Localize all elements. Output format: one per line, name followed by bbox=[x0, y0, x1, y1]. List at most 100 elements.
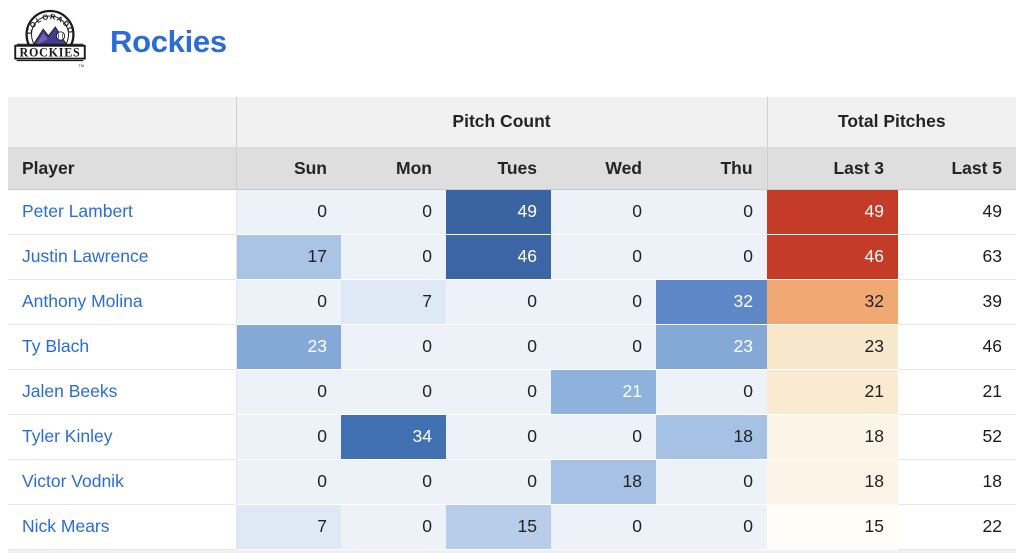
last3-total-cell: 49 bbox=[767, 189, 899, 235]
last3-total-cell: 21 bbox=[767, 369, 899, 415]
pitch-count-cell-thu: 0 bbox=[656, 369, 768, 415]
pitch-count-cell-wed: 0 bbox=[551, 504, 656, 550]
last5-total-cell: 21 bbox=[898, 369, 1017, 415]
svg-text:TM: TM bbox=[79, 64, 84, 68]
player-cell: Tyler Kinley bbox=[8, 414, 237, 460]
pitch-count-cell-mon: 0 bbox=[341, 459, 446, 505]
player-group-spacer bbox=[8, 97, 237, 148]
pitch-count-cell-mon: 0 bbox=[341, 369, 446, 415]
last3-total-cell: 46 bbox=[767, 234, 899, 280]
last5-total-cell: 46 bbox=[898, 324, 1017, 370]
pitch-count-cell-wed: 0 bbox=[551, 279, 656, 325]
last5-total-cell: 49 bbox=[898, 189, 1017, 235]
column-header-last5: Last 5 bbox=[898, 147, 1017, 190]
last3-total-cell: 32 bbox=[767, 279, 899, 325]
pitch-count-cell-sun: 0 bbox=[236, 279, 341, 325]
last3-total-cell: 23 bbox=[767, 324, 899, 370]
pitch-count-cell-mon: 0 bbox=[341, 324, 446, 370]
pitch-count-cell-thu: 0 bbox=[656, 459, 768, 505]
last5-total-cell: 39 bbox=[898, 279, 1017, 325]
pitch-count-table: Pitch Count Total Pitches Player Sun Mon… bbox=[8, 97, 1017, 550]
pitch-count-cell-sun: 0 bbox=[236, 189, 341, 235]
column-header-player: Player bbox=[8, 147, 237, 190]
player-link[interactable]: Justin Lawrence bbox=[22, 246, 149, 266]
column-header-thu: Thu bbox=[656, 147, 768, 190]
pitch-count-cell-mon: 0 bbox=[341, 234, 446, 280]
rockies-logo-icon: COLORADO ROCKIES TM bbox=[12, 8, 88, 76]
pitch-count-cell-tues: 0 bbox=[446, 324, 551, 370]
pitch-count-cell-sun: 7 bbox=[236, 504, 341, 550]
column-header-mon: Mon bbox=[341, 147, 446, 190]
last3-total-cell: 18 bbox=[767, 459, 899, 505]
player-cell: Jalen Beeks bbox=[8, 369, 237, 415]
next-row-partial bbox=[8, 550, 1016, 553]
pitch-count-cell-tues: 0 bbox=[446, 414, 551, 460]
table-row: Peter Lambert 0 0 49 0 0 49 49 bbox=[8, 189, 1017, 235]
svg-text:ROCKIES: ROCKIES bbox=[20, 45, 81, 59]
last3-total-cell: 18 bbox=[767, 414, 899, 460]
column-header-last3: Last 3 bbox=[767, 147, 899, 190]
table-row: Nick Mears 7 0 15 0 0 15 22 bbox=[8, 504, 1017, 550]
pitch-count-cell-thu: 18 bbox=[656, 414, 768, 460]
player-link[interactable]: Victor Vodnik bbox=[22, 471, 124, 491]
player-cell: Justin Lawrence bbox=[8, 234, 237, 280]
pitch-count-cell-mon: 0 bbox=[341, 504, 446, 550]
player-cell: Peter Lambert bbox=[8, 189, 237, 235]
pitch-count-cell-mon: 0 bbox=[341, 189, 446, 235]
pitch-count-cell-tues: 46 bbox=[446, 234, 551, 280]
table-row: Anthony Molina 0 7 0 0 32 32 39 bbox=[8, 279, 1017, 325]
pitch-count-cell-wed: 0 bbox=[551, 189, 656, 235]
last5-total-cell: 18 bbox=[898, 459, 1017, 505]
table-row: Jalen Beeks 0 0 0 21 0 21 21 bbox=[8, 369, 1017, 415]
last5-total-cell: 63 bbox=[898, 234, 1017, 280]
pitch-count-cell-sun: 23 bbox=[236, 324, 341, 370]
player-link[interactable]: Jalen Beeks bbox=[22, 381, 118, 401]
pitch-count-cell-sun: 0 bbox=[236, 414, 341, 460]
player-link[interactable]: Peter Lambert bbox=[22, 201, 133, 221]
last3-total-cell: 15 bbox=[767, 504, 899, 550]
pitch-count-cell-mon: 34 bbox=[341, 414, 446, 460]
pitch-count-cell-wed: 18 bbox=[551, 459, 656, 505]
player-link[interactable]: Tyler Kinley bbox=[22, 426, 113, 446]
player-cell: Anthony Molina bbox=[8, 279, 237, 325]
pitch-count-cell-sun: 0 bbox=[236, 459, 341, 505]
last5-total-cell: 52 bbox=[898, 414, 1017, 460]
pitch-count-cell-tues: 15 bbox=[446, 504, 551, 550]
column-header-wed: Wed bbox=[551, 147, 656, 190]
pitch-count-cell-wed: 0 bbox=[551, 324, 656, 370]
last5-total-cell: 22 bbox=[898, 504, 1017, 550]
column-header-tues: Tues bbox=[446, 147, 551, 190]
pitch-count-cell-thu: 0 bbox=[656, 189, 768, 235]
pitch-count-cell-wed: 0 bbox=[551, 414, 656, 460]
pitch-count-cell-sun: 17 bbox=[236, 234, 341, 280]
player-cell: Ty Blach bbox=[8, 324, 237, 370]
table-row: Tyler Kinley 0 34 0 0 18 18 52 bbox=[8, 414, 1017, 460]
pitch-count-cell-mon: 7 bbox=[341, 279, 446, 325]
player-link[interactable]: Ty Blach bbox=[22, 336, 90, 356]
column-header-row: Player Sun Mon Tues Wed Thu Last 3 Last … bbox=[8, 147, 1017, 190]
table-row: Ty Blach 23 0 0 0 23 23 46 bbox=[8, 324, 1017, 370]
player-link[interactable]: Nick Mears bbox=[22, 516, 110, 536]
pitch-count-cell-sun: 0 bbox=[236, 369, 341, 415]
table-row: Justin Lawrence 17 0 46 0 0 46 63 bbox=[8, 234, 1017, 280]
pitch-count-group-header: Pitch Count bbox=[236, 97, 768, 148]
pitch-count-cell-thu: 0 bbox=[656, 234, 768, 280]
team-title: Rockies bbox=[110, 24, 227, 59]
pitch-count-cell-tues: 0 bbox=[446, 369, 551, 415]
pitch-count-cell-thu: 23 bbox=[656, 324, 768, 370]
player-link[interactable]: Anthony Molina bbox=[22, 291, 143, 311]
pitch-count-cell-wed: 21 bbox=[551, 369, 656, 415]
table-row: Victor Vodnik 0 0 0 18 0 18 18 bbox=[8, 459, 1017, 505]
pitch-count-cell-thu: 0 bbox=[656, 504, 768, 550]
pitch-count-cell-tues: 0 bbox=[446, 279, 551, 325]
group-header-row: Pitch Count Total Pitches bbox=[8, 97, 1017, 148]
player-cell: Nick Mears bbox=[8, 504, 237, 550]
pitch-count-cell-thu: 32 bbox=[656, 279, 768, 325]
team-header: COLORADO ROCKIES TM Rockies bbox=[12, 8, 227, 76]
pitch-count-cell-tues: 49 bbox=[446, 189, 551, 235]
column-header-sun: Sun bbox=[236, 147, 341, 190]
total-pitches-group-header: Total Pitches bbox=[767, 97, 1017, 148]
player-cell: Victor Vodnik bbox=[8, 459, 237, 505]
pitch-count-cell-wed: 0 bbox=[551, 234, 656, 280]
pitch-count-cell-tues: 0 bbox=[446, 459, 551, 505]
